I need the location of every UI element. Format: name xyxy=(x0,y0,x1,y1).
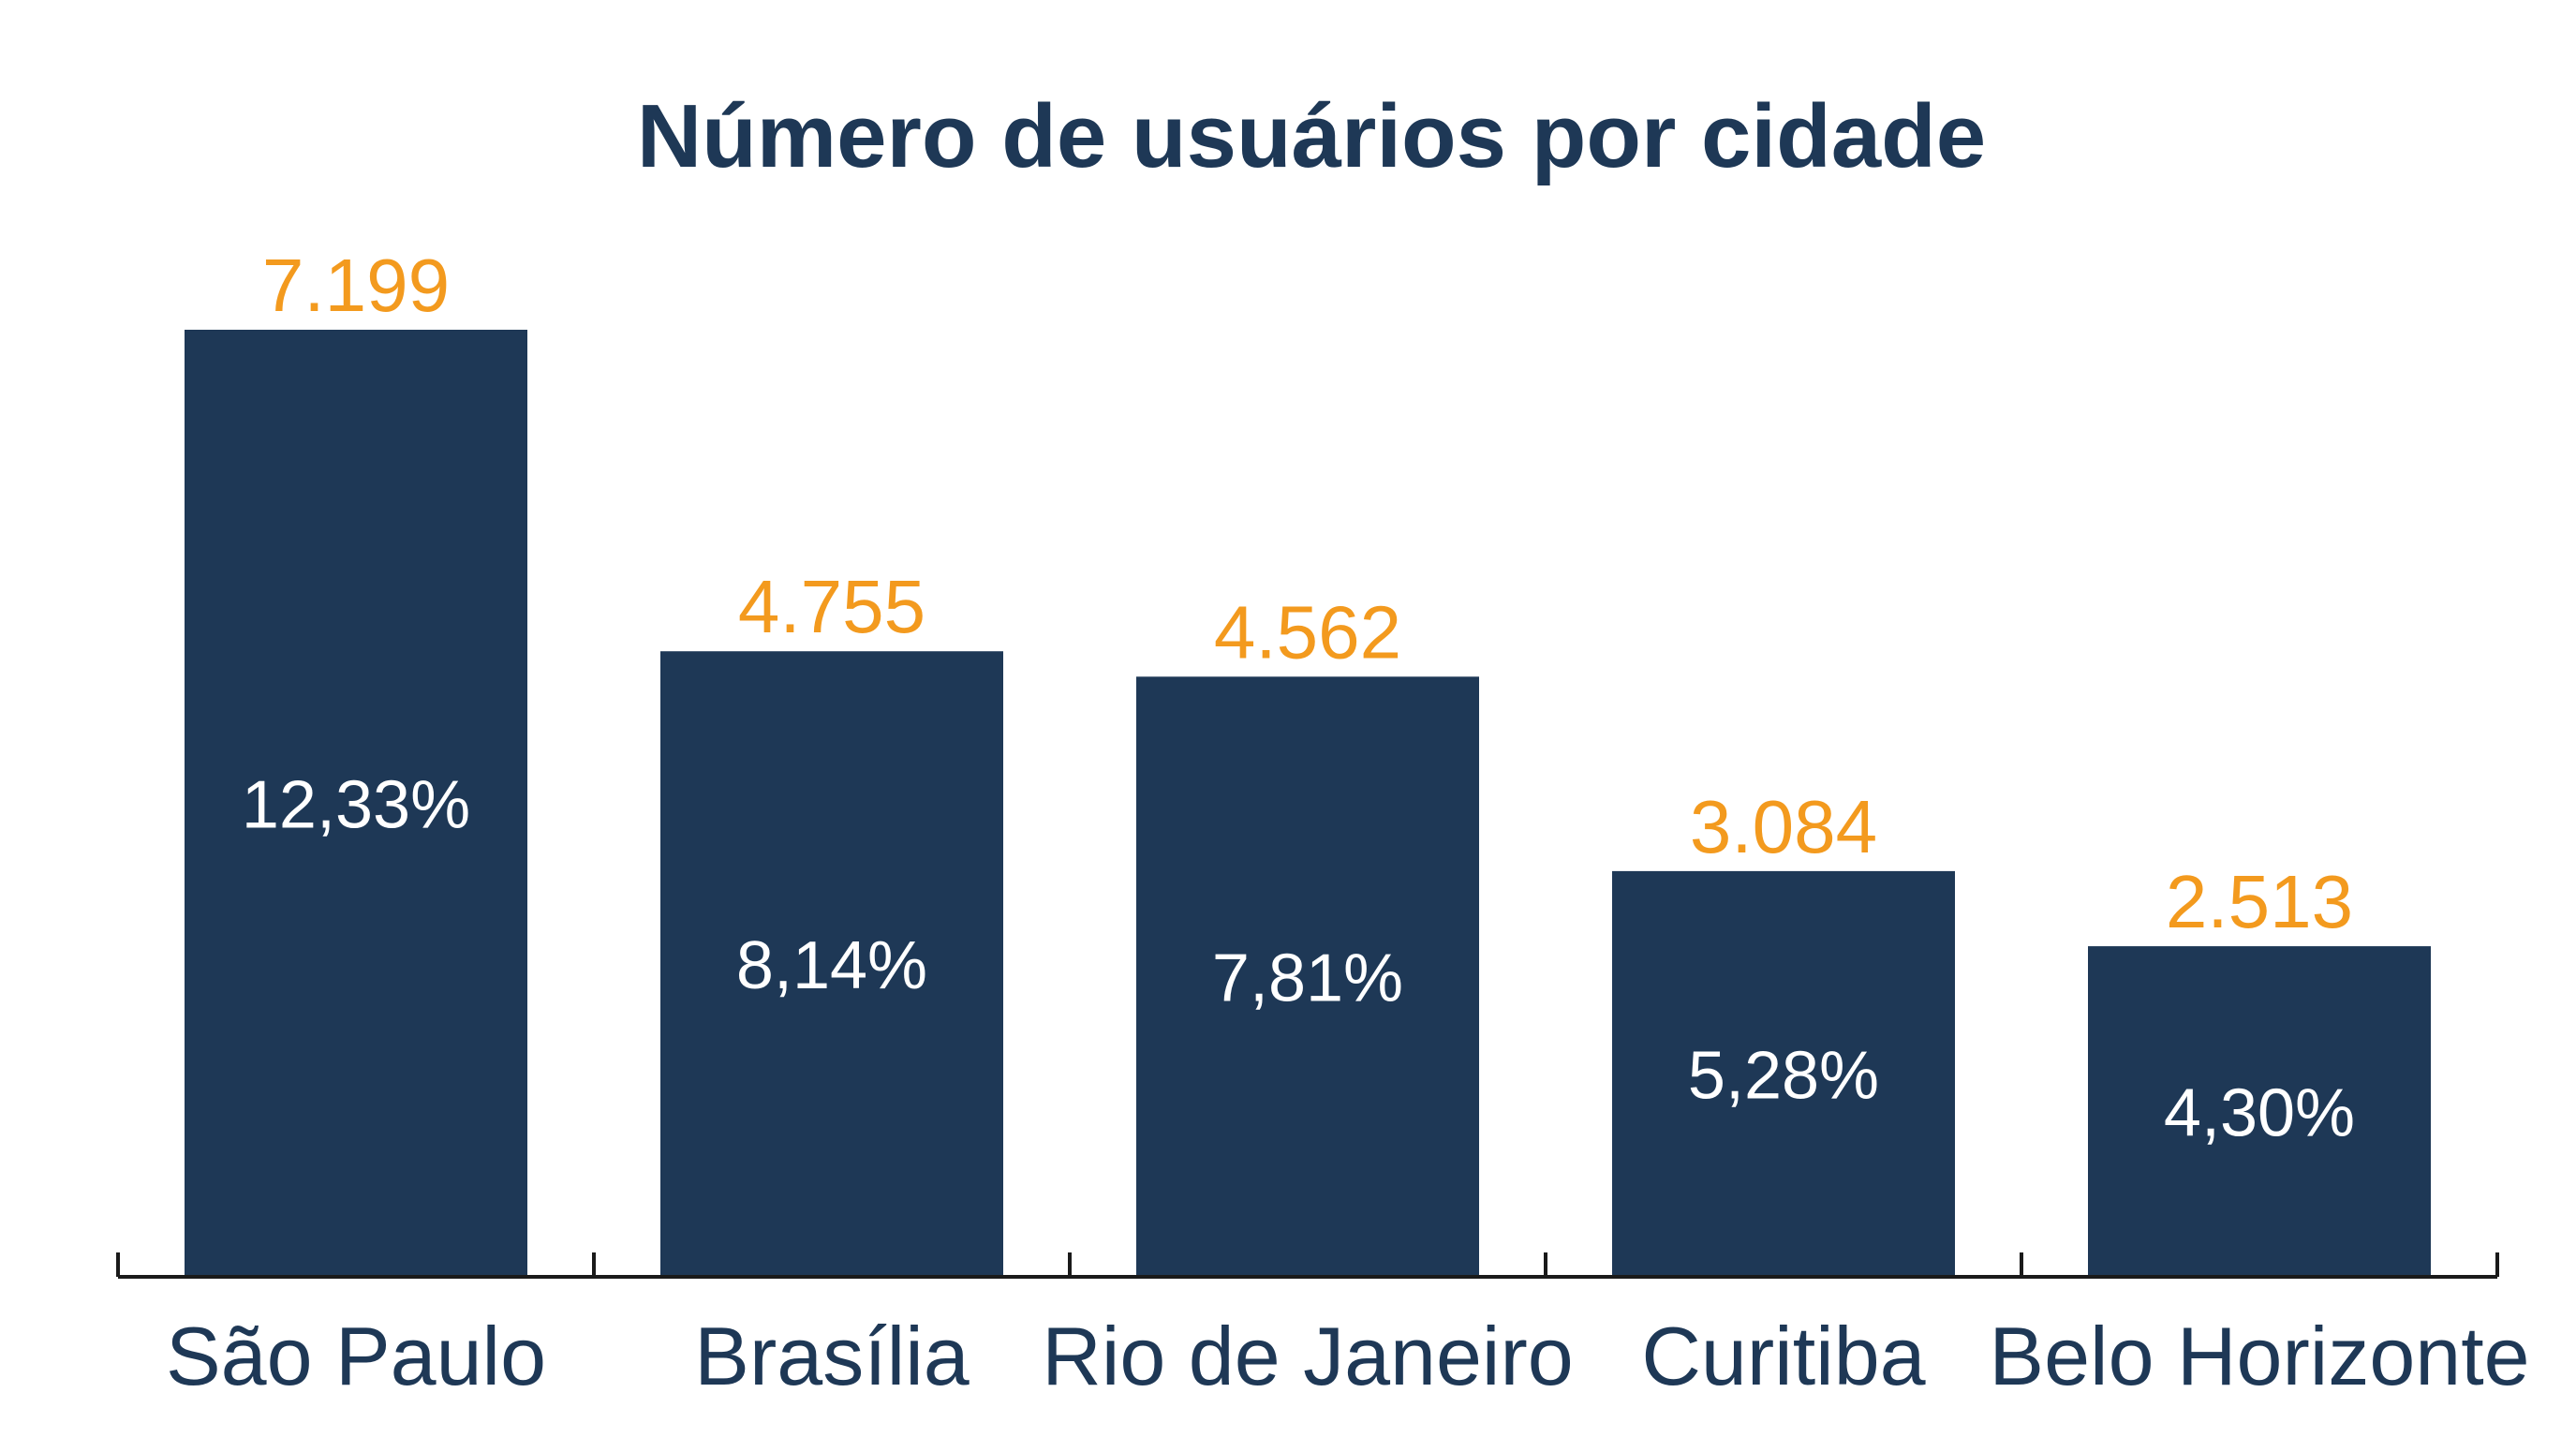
percent-label-3: 5,28% xyxy=(1688,1038,1879,1113)
value-label-4: 2.513 xyxy=(2166,860,2353,943)
category-label-0: São Paulo xyxy=(166,1310,546,1402)
category-label-2: Rio de Janeiro xyxy=(1042,1310,1573,1402)
value-label-2: 4.562 xyxy=(1214,590,1401,674)
percent-label-2: 7,81% xyxy=(1212,941,1403,1016)
bar-0 xyxy=(185,330,527,1277)
value-label-3: 3.084 xyxy=(1690,785,1877,868)
bar-3 xyxy=(1612,870,1955,1277)
category-label-4: Belo Horizonte xyxy=(1989,1310,2529,1402)
bar-4 xyxy=(2088,946,2431,1277)
bar-2 xyxy=(1136,676,1479,1277)
bar-1 xyxy=(660,651,1003,1277)
chart-title: Número de usuários por cidade xyxy=(637,86,1986,186)
value-label-1: 4.755 xyxy=(738,565,925,648)
percent-label-0: 12,33% xyxy=(242,768,470,843)
x-axis: São Paulo Brasília Rio de Janeiro Curitiba B… xyxy=(116,1252,2530,1402)
category-label-1: Brasília xyxy=(694,1310,969,1402)
category-label-3: Curitiba xyxy=(1641,1310,1925,1402)
percent-label-1: 8,14% xyxy=(736,928,927,1003)
value-label-0: 7.199 xyxy=(262,244,450,327)
bars-group: 7.199 12,33% 4.755 8,14% 4.562 7,81% 3.084 5,28… xyxy=(185,244,2431,1277)
percent-label-4: 4,30% xyxy=(2164,1076,2355,1151)
